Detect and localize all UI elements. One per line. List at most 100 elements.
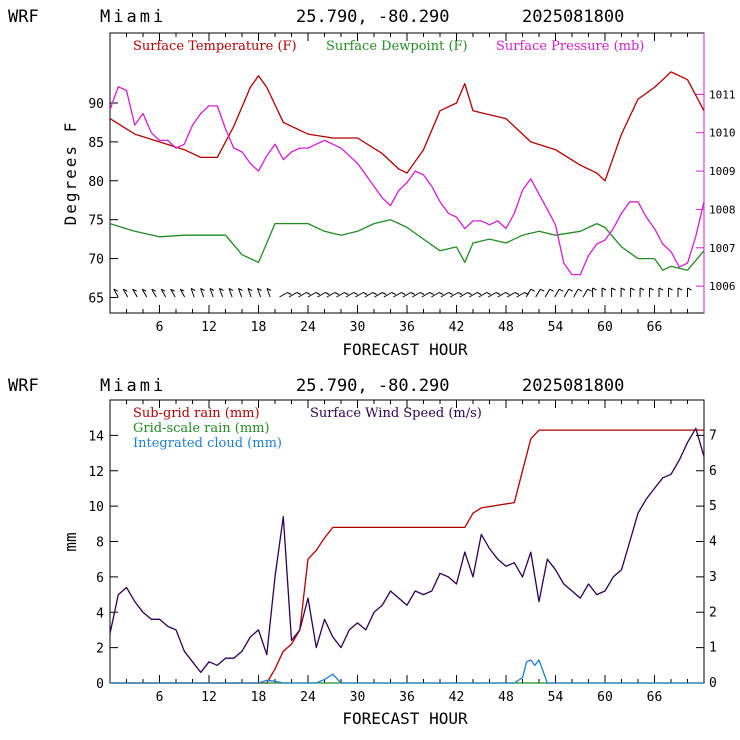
wind-barb-flag-icon [179, 288, 185, 292]
plot2-ylabel: mm [61, 532, 80, 551]
series-line-surface-temperature-f [109, 71, 705, 182]
wind-barb-icon [209, 288, 214, 298]
wind-barb-flag-icon [530, 288, 535, 292]
y2-tick-label: 2 [709, 605, 717, 620]
x-tick-label: 66 [647, 320, 663, 335]
wind-barb-flag-icon [228, 288, 234, 291]
y-tick-label: 85 [88, 136, 104, 151]
wind-barb-flag-icon [400, 292, 406, 295]
wind-barb-flag-icon [132, 288, 137, 292]
wind-barb-flag-icon [549, 288, 554, 292]
series-line-surface-dewpoint-f [109, 219, 705, 271]
wind-barb-flag-icon [122, 288, 128, 292]
wind-barb-flag-icon [577, 288, 583, 292]
wind-barb-flag-icon [296, 292, 302, 295]
wind-barb-icon [345, 292, 354, 298]
wind-barb-flag-icon [601, 287, 607, 291]
wind-barb-flag-icon [668, 287, 673, 291]
wind-barb-flag-icon [438, 292, 444, 295]
wind-barb-icon [478, 292, 487, 298]
x-tick-label: 6 [156, 320, 164, 335]
wind-barb-flag-icon [505, 292, 510, 295]
wind-barb-flag-icon [568, 288, 573, 292]
wind-barb-flag-icon [113, 288, 119, 292]
wind-barb-flag-icon [209, 288, 215, 291]
wind-barb-icon [326, 292, 336, 298]
wind-barb-icon [141, 288, 148, 298]
legend-temperature: Surface Temperature (F) [133, 39, 297, 54]
wind-barb-flag-icon [658, 287, 664, 291]
wind-barb-flag-icon [457, 292, 463, 295]
y-tick-label: 75 [88, 214, 104, 229]
wind-barb-icon [160, 288, 167, 298]
x-tick-label: 42 [449, 320, 465, 335]
wind-barb-icon [219, 288, 224, 298]
wind-barb-flag-icon [170, 288, 175, 292]
y2-tick-label: 1007 [709, 242, 736, 255]
wind-barb-flag-icon [419, 292, 425, 295]
wind-barb-icon [469, 292, 478, 298]
y2-tick-label: 1009 [709, 165, 736, 178]
wind-barb-icon [383, 292, 392, 298]
legend-integrated-cloud: Integrated cloud (mm) [133, 436, 282, 451]
wind-barb-flag-icon [238, 288, 243, 291]
x-tick-label: 60 [597, 690, 613, 705]
legend-subgrid-rain: Sub-grid rain (mm) [133, 406, 260, 421]
wind-barb-flag-icon [558, 288, 564, 292]
wind-barbs-row [113, 287, 692, 298]
wind-barb-flag-icon [592, 287, 597, 291]
y-tick-label: 6 [96, 571, 104, 586]
wind-barb-flag-icon [344, 292, 349, 295]
y2-tick-label: 1010 [709, 127, 736, 140]
wind-barb-flag-icon [486, 292, 491, 295]
header-coords-2: 25.790, -80.290 [296, 376, 450, 396]
plot1-xlabel: FORECAST HOUR [342, 340, 468, 359]
wind-barb-flag-icon [247, 288, 253, 291]
x-tick-label: 66 [647, 690, 663, 705]
y-tick-label: 80 [88, 175, 104, 190]
wind-barb-icon [525, 288, 532, 298]
wind-barb-flag-icon [190, 288, 196, 291]
wind-barb-icon [402, 292, 411, 298]
y2-tick-label: 0 [709, 676, 717, 691]
wind-barb-flag-icon [257, 288, 262, 291]
series-line-integrated-cloud-mm [110, 659, 704, 684]
wind-barb-flag-icon [476, 292, 482, 295]
wind-barb-icon [488, 292, 497, 298]
wind-barb-flag-icon [219, 288, 224, 291]
x-tick-label: 18 [251, 320, 267, 335]
wind-barb-flag-icon [410, 292, 415, 295]
wind-barb-icon [563, 288, 570, 298]
series-line-surface-pressure-mb [109, 86, 705, 276]
y-tick-label: 90 [88, 97, 104, 112]
wind-barb-flag-icon [381, 292, 387, 295]
x-tick-label: 6 [156, 690, 164, 705]
wind-barb-icon [122, 288, 129, 298]
chart-marks: 6 12 18 24 30 36 42 48 54 60 666570758085901006100… [88, 33, 736, 705]
y2-tick-label: 6 [709, 464, 717, 479]
x-tick-label: 42 [449, 690, 465, 705]
wind-barb-icon [506, 292, 516, 298]
wind-barb-flag-icon [587, 288, 592, 292]
y-tick-label: 4 [96, 606, 104, 621]
x-tick-label: 54 [548, 320, 564, 335]
series-line-surface-wind-speed-m-s [109, 427, 705, 674]
wind-barb-flag-icon [677, 287, 683, 291]
wind-barb-flag-icon [495, 292, 501, 295]
wind-barb-icon [364, 292, 373, 298]
wind-barb-flag-icon [266, 288, 272, 291]
header-model: WRF [8, 7, 39, 27]
wind-barb-flag-icon [353, 292, 358, 295]
wind-barb-flag-icon [448, 292, 453, 295]
wind-barb-icon [228, 288, 233, 298]
wind-barb-icon [450, 292, 459, 298]
y-tick-label: 70 [88, 253, 104, 268]
wind-barb-icon [516, 292, 525, 298]
header-location-2: Miami [100, 376, 166, 396]
y2-tick-label: 5 [709, 499, 717, 514]
wind-barb-flag-icon [200, 288, 205, 291]
y2-tick-label: 1008 [709, 203, 736, 216]
wind-barb-flag-icon [467, 292, 472, 295]
wind-barb-flag-icon [620, 287, 626, 291]
wind-barb-flag-icon [306, 292, 311, 295]
